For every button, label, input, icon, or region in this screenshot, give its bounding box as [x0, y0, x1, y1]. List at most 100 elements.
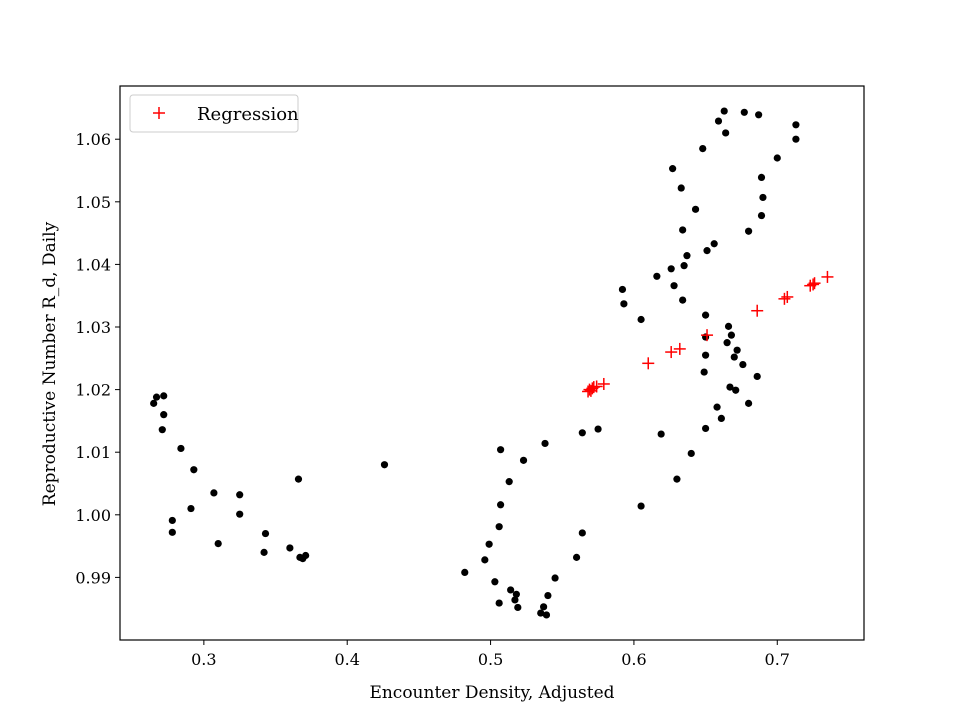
- observed-point: [294, 475, 303, 483]
- observed-point: [511, 596, 519, 604]
- observed-point: [302, 551, 310, 560]
- observed-point: [214, 539, 222, 548]
- y-tick-label: 1.02: [75, 381, 111, 400]
- observed-point: [667, 265, 675, 273]
- observed-point: [168, 528, 176, 536]
- observed-point: [745, 227, 753, 235]
- series-observed: [150, 107, 800, 619]
- y-tick-label: 1.04: [75, 255, 111, 274]
- observed-point: [669, 165, 677, 173]
- observed-point: [792, 135, 800, 143]
- observed-point: [210, 489, 218, 497]
- x-tick-label: 0.4: [334, 650, 359, 669]
- observed-point: [514, 603, 522, 612]
- observed-point: [505, 478, 513, 486]
- regression-point: [751, 304, 764, 317]
- observed-point: [701, 424, 710, 433]
- observed-point: [495, 523, 503, 531]
- y-axis-label: Reproductive Number R_d, Daily: [40, 221, 60, 506]
- observed-point: [726, 383, 734, 391]
- observed-point: [497, 501, 505, 509]
- regression-point: [642, 357, 655, 370]
- observed-point: [551, 574, 559, 582]
- observed-point: [701, 311, 710, 319]
- observed-point: [727, 331, 735, 339]
- observed-point: [620, 300, 628, 308]
- series-regression: [582, 270, 834, 398]
- observed-point: [757, 173, 766, 181]
- observed-point: [714, 117, 723, 125]
- observed-point: [380, 461, 389, 469]
- observed-point: [700, 368, 708, 376]
- observed-point: [717, 414, 725, 422]
- observed-point: [168, 516, 176, 525]
- observed-point: [177, 444, 185, 453]
- observed-point: [461, 568, 469, 576]
- observed-point: [713, 403, 721, 411]
- observed-point: [732, 386, 740, 394]
- x-tick-label: 0.7: [765, 650, 790, 669]
- observed-point: [152, 393, 161, 401]
- series-layer: [150, 107, 834, 619]
- observed-point: [673, 475, 681, 483]
- observed-point: [730, 353, 738, 361]
- observed-point: [753, 372, 761, 381]
- x-tick-label: 0.3: [191, 650, 216, 669]
- observed-point: [236, 510, 244, 518]
- observed-point: [495, 599, 503, 607]
- observed-point: [679, 226, 687, 234]
- x-tick-label: 0.6: [621, 650, 646, 669]
- observed-point: [703, 247, 711, 255]
- observed-point: [722, 129, 730, 137]
- plot-area: [119, 85, 865, 641]
- observed-point: [759, 193, 767, 202]
- regression-point: [781, 290, 794, 303]
- y-tick-label: 1.00: [75, 506, 111, 525]
- observed-point: [755, 111, 763, 119]
- observed-point: [724, 322, 733, 330]
- observed-point: [261, 529, 270, 538]
- observed-point: [519, 456, 528, 464]
- observed-point: [637, 502, 645, 510]
- observed-point: [485, 540, 493, 548]
- regression-point: [590, 380, 603, 393]
- regression-point: [808, 277, 821, 290]
- legend: Regression: [129, 94, 299, 133]
- observed-point: [683, 252, 691, 260]
- plot-frame: [119, 85, 865, 641]
- observed-point: [733, 346, 741, 354]
- observed-point: [512, 590, 520, 598]
- observed-point: [691, 205, 700, 213]
- legend-box: [129, 94, 299, 133]
- observed-point: [637, 315, 645, 324]
- y-tick-label: 1.05: [75, 193, 111, 212]
- regression-point: [701, 329, 714, 342]
- y-tick-label: 0.99: [75, 568, 111, 587]
- x-tick-label: 0.5: [478, 650, 503, 669]
- observed-point: [187, 504, 195, 513]
- observed-point: [540, 603, 548, 611]
- observed-point: [739, 360, 747, 369]
- observed-point: [680, 262, 688, 270]
- observed-point: [537, 609, 545, 617]
- observed-point: [745, 399, 753, 407]
- regression-point: [821, 270, 834, 283]
- observed-point: [260, 548, 268, 556]
- regression-point: [673, 342, 686, 355]
- observed-point: [507, 586, 515, 594]
- y-axis: 0.99 1.00 1.01 1.02 1.03 1.04 1.05 1.06: [75, 130, 120, 587]
- legend-marker-regression: [153, 107, 165, 119]
- observed-point: [542, 611, 551, 619]
- observed-point: [497, 446, 505, 454]
- observed-point: [544, 591, 552, 600]
- observed-point: [618, 285, 627, 294]
- observed-point: [158, 426, 166, 434]
- regression-point: [807, 278, 820, 291]
- observed-point: [701, 351, 710, 359]
- observed-point: [757, 211, 766, 220]
- observed-point: [653, 272, 661, 280]
- observed-point: [679, 296, 687, 304]
- observed-point: [572, 553, 581, 561]
- observed-point: [578, 429, 586, 437]
